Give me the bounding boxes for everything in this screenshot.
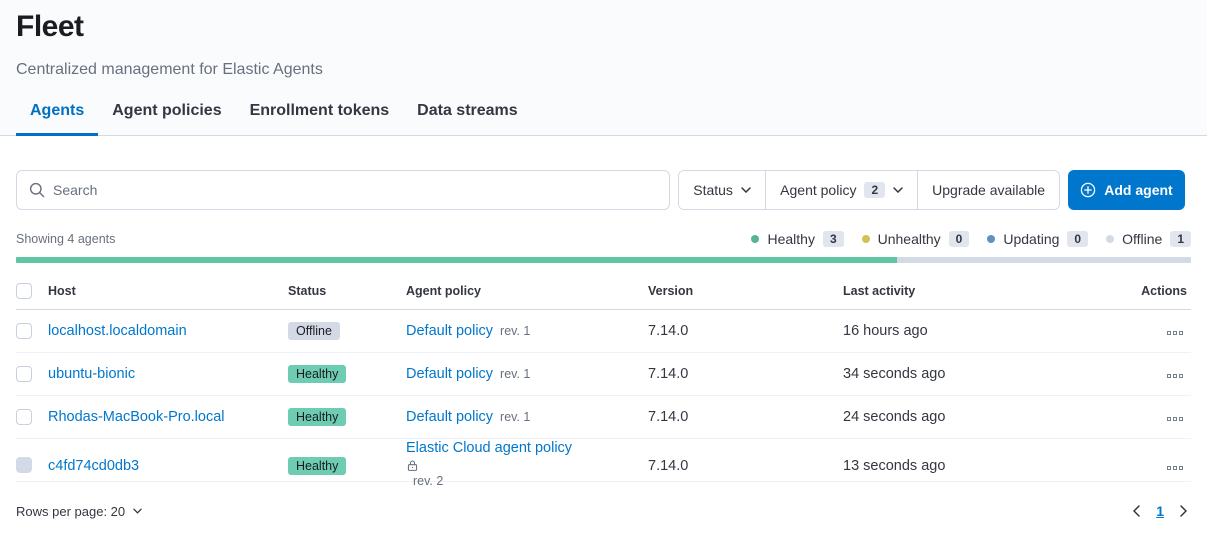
legend-item-offline: Offline 1 [1106,231,1191,247]
agent-policy-link[interactable]: Default policy [406,366,494,382]
host-link[interactable]: ubuntu-bionic [48,366,136,382]
last-activity: 34 seconds ago [843,366,946,382]
column-header-status[interactable]: Status [288,284,327,298]
agent-health-bar-fill [16,257,898,263]
filter-status-button[interactable]: Status [679,171,766,209]
host-link[interactable]: Rhodas-MacBook-Pro.local [48,409,225,425]
table-row: ubuntu-bionic Healthy Default policy rev.… [16,353,1191,396]
offline-status-dot [1106,235,1115,243]
last-activity: 24 seconds ago [843,409,946,425]
last-activity: 16 hours ago [843,323,928,339]
chevron-left-icon [1133,505,1140,517]
row-checkbox[interactable] [16,322,32,339]
agent-version: 7.14.0 [648,457,689,474]
row-actions-button[interactable] [1163,370,1187,382]
unhealthy-count-badge: 0 [948,231,970,247]
chevron-down-icon [893,187,903,193]
tab-agents[interactable]: Agents [16,102,99,136]
page-subtitle: Centralized management for Elastic Agent… [16,61,323,78]
status-badge: Offline [288,322,340,340]
status-badge: Healthy [288,456,347,475]
legend-item-healthy: Healthy 3 [751,231,844,247]
column-header-agent-policy[interactable]: Agent policy [406,284,482,298]
pagination: 1 [1129,501,1191,521]
agent-version: 7.14.0 [648,323,689,339]
chevron-down-icon [133,508,142,514]
row-checkbox-disabled [16,457,32,474]
summary-row: Showing 4 agents Healthy 3 Unhealthy 0 U… [16,231,1191,247]
column-header-last-activity[interactable]: Last activity [843,284,916,298]
row-actions-button[interactable] [1163,327,1187,339]
select-all-checkbox[interactable] [16,283,32,299]
status-badge: Healthy [288,365,347,383]
tab-agent-policies[interactable]: Agent policies [112,102,222,119]
chevron-right-icon [1180,505,1187,517]
row-actions-button[interactable] [1163,413,1187,425]
agent-policy-link[interactable]: Default policy [406,409,494,425]
plus-circle-icon [1080,182,1096,198]
agents-content: Status Agent policy 2 Upgrade available [0,170,1207,521]
rows-per-page-selector[interactable]: Rows per page: 20 [16,504,142,519]
row-actions-button[interactable] [1163,462,1187,474]
next-page-button[interactable] [1176,501,1191,521]
unhealthy-status-dot [861,235,870,243]
host-link[interactable]: c4fd74cd0db3 [48,457,140,474]
lock-icon [406,459,640,472]
page-number-current[interactable]: 1 [1156,503,1164,519]
column-header-host[interactable]: Host [48,284,76,298]
row-checkbox[interactable] [16,408,32,425]
legend-item-updating: Updating 0 [987,231,1089,247]
policy-revision: rev. 1 [500,410,531,424]
toolbar: Status Agent policy 2 Upgrade available [16,170,1191,210]
updating-count-badge: 0 [1067,231,1089,247]
legend-item-unhealthy: Unhealthy 0 [861,231,970,247]
host-link[interactable]: localhost.localdomain [48,323,187,339]
table-row: c4fd74cd0db3 Healthy Elastic Cloud agent… [16,439,1191,488]
status-badge: Healthy [288,408,347,426]
agent-policy-link[interactable]: Default policy [406,323,494,339]
table-row: Rhodas-MacBook-Pro.local Healthy Default… [16,396,1191,439]
filter-upgrade-available-button[interactable]: Upgrade available [917,171,1059,209]
status-legend: Healthy 3 Unhealthy 0 Updating 0 Offline… [751,231,1191,247]
table-header-row: Host Status Agent policy Version Last ac… [16,277,1191,310]
page-header: Fleet Centralized management for Elastic… [0,0,1207,136]
table-row: localhost.localdomain Offline Default po… [16,310,1191,353]
search-icon [29,182,45,198]
tab-enrollment-tokens[interactable]: Enrollment tokens [249,102,390,119]
filter-agent-policy-button[interactable]: Agent policy 2 [765,171,918,209]
column-header-version[interactable]: Version [648,284,694,298]
table-footer: Rows per page: 20 1 [16,501,1191,521]
policy-revision: rev. 2 [413,474,444,488]
row-checkbox[interactable] [16,365,32,382]
updating-status-dot [987,235,996,243]
search-input[interactable] [53,182,657,198]
chevron-down-icon [741,187,751,193]
filter-count-badge: 2 [864,182,886,198]
column-header-actions: Actions [1141,284,1187,298]
previous-page-button[interactable] [1129,501,1144,521]
tab-data-streams[interactable]: Data streams [417,102,518,119]
healthy-count-badge: 3 [822,231,844,247]
last-activity: 13 seconds ago [843,457,946,474]
agent-health-bar [16,257,1191,263]
agent-version: 7.14.0 [648,366,689,382]
agents-table: Host Status Agent policy Version Last ac… [16,277,1191,488]
agent-policy-link[interactable]: Elastic Cloud agent policy [406,440,573,456]
filter-group: Status Agent policy 2 Upgrade available [678,170,1060,210]
page-title: Fleet [16,10,84,43]
policy-revision: rev. 1 [500,367,531,381]
healthy-status-dot [751,235,760,243]
agent-version: 7.14.0 [648,409,689,425]
policy-revision: rev. 1 [500,324,531,338]
showing-agents-count: Showing 4 agents [16,232,116,246]
add-agent-button[interactable]: Add agent [1068,170,1185,210]
offline-count-badge: 1 [1170,231,1191,247]
search-box [16,170,670,210]
tab-bar: Agents Agent policies Enrollment tokens … [16,102,1191,136]
